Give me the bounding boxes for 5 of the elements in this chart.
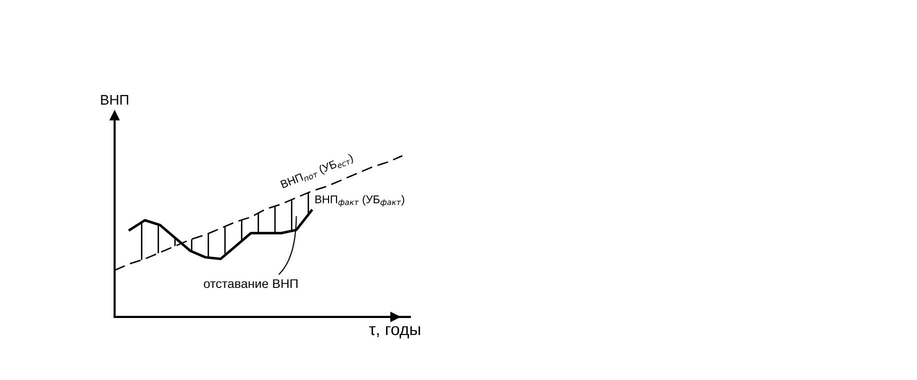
series-label: ВНП$_{факт}$ (УБ$_{факт}$) [315,195,404,207]
y-axis-title: ВНП [101,95,128,105]
annotation: отставание ВНП [204,279,298,288]
x-axis-title: τ, годы [369,326,420,338]
text: ВНП$_{пот}$ (УБ$_{ест}$) [280,153,354,190]
